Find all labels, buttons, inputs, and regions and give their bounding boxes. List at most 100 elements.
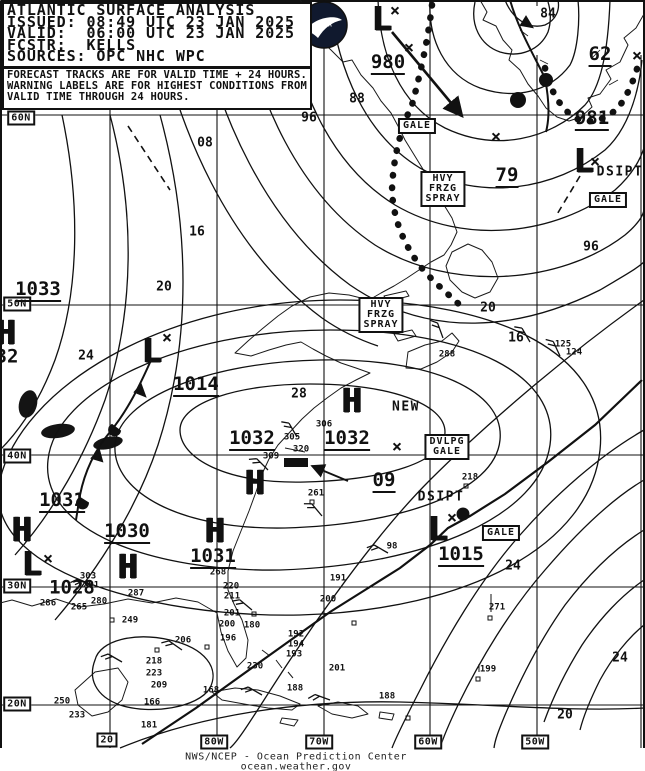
pressure-label: 980: [370, 51, 406, 75]
analysis-header-box: ATLANTIC SURFACE ANALYSIS ISSUED: 08:49 …: [2, 2, 312, 68]
cold-front: [141, 379, 643, 745]
pressure-label: 981: [574, 107, 610, 131]
pressure-center-h: H: [245, 463, 265, 502]
position-x-marker: ×: [446, 508, 458, 528]
station-value: 125: [554, 339, 572, 350]
isobar-label: 16: [189, 224, 205, 240]
pressure-label: 62: [588, 43, 612, 67]
pressure-center-h: H: [118, 547, 138, 586]
station-value: 188: [286, 683, 304, 694]
warning-box: GALE: [588, 192, 628, 208]
station-value: 268: [209, 567, 227, 578]
position-x-marker: ×: [391, 437, 403, 457]
station-value: 168: [202, 685, 220, 696]
isobar-label: 24: [78, 348, 94, 364]
lat-label: 40N: [3, 448, 31, 464]
station-squares: [109, 483, 493, 721]
pressure-center-h: H: [12, 510, 32, 549]
isobar-label: 16: [508, 330, 524, 346]
annotation-label: DSIPT: [417, 489, 465, 505]
lat-label: 20N: [3, 696, 31, 712]
isobar-label: 20: [557, 707, 573, 723]
station-value: 180: [243, 620, 261, 631]
noaa-logo-text: NOAA: [315, 21, 333, 29]
lat-label: 60N: [7, 110, 35, 126]
station-value: 201: [328, 663, 346, 674]
isobar-label: 88: [349, 91, 365, 107]
station-value: 271: [488, 602, 506, 613]
note-line: VALID TIME THROUGH 24 HOURS.: [7, 91, 190, 103]
pressure-center-h: H: [342, 381, 362, 420]
isobar-label: 20: [156, 279, 172, 295]
warning-box-line: GALE: [402, 120, 432, 131]
isobar-label: 24: [505, 558, 521, 574]
lon-label: 20: [96, 732, 118, 748]
isobar-label: 24: [612, 650, 628, 666]
warning-box-line: GALE: [593, 194, 623, 205]
pressure-center-l: L: [372, 0, 392, 38]
warning-box: HVY FRZG SPRAY: [420, 171, 466, 207]
credit-line: NWS/NCEP - Ocean Prediction Center: [185, 751, 407, 763]
annotation-label: DSIPT: [596, 164, 644, 180]
isobar-label: 28: [291, 386, 307, 402]
warning-box: GALE: [481, 525, 521, 541]
pressure-label: 32: [0, 345, 19, 368]
station-value: 191: [329, 573, 347, 584]
station-value: 192: [287, 629, 305, 640]
station-value: 201: [223, 608, 241, 619]
station-value: 211: [223, 591, 241, 602]
pressure-center-l: L: [428, 509, 448, 548]
sources-line: SOURCES: OPC NHC WPC: [7, 47, 206, 66]
pressure-label: 1015: [438, 543, 484, 567]
station-value: 249: [121, 615, 139, 626]
occluded-front-north: [509, 0, 553, 133]
station-value: 218: [145, 656, 163, 667]
position-x-marker: ×: [589, 152, 601, 172]
pressure-label: 1031: [39, 489, 85, 513]
position-x-marker: ×: [389, 1, 401, 21]
station-value: 305: [283, 432, 301, 443]
station-value: 199: [479, 664, 497, 675]
station-value: 206: [174, 635, 192, 646]
station-value: 188: [378, 691, 396, 702]
station-value: 223: [145, 668, 163, 679]
forecaster-line: FCSTR: KELLS: [7, 35, 137, 54]
pressure-center-l: L: [574, 141, 594, 180]
station-value: 220: [222, 581, 240, 592]
issued-line: ISSUED: 08:49 UTC 23 JAN 2025: [7, 12, 295, 31]
occluded-front-west: [75, 357, 153, 521]
position-x-marker: ×: [403, 38, 415, 58]
warning-box-line: SPRAY: [425, 193, 461, 204]
station-value: 218: [461, 472, 479, 483]
pressure-label: 79: [495, 164, 519, 188]
isobar-label: 08: [197, 135, 213, 151]
warning-box-line: GALE: [486, 527, 516, 538]
station-value: 291: [82, 580, 100, 591]
isobar-label: 20: [480, 300, 496, 316]
ice-edge-dots: [388, 1, 644, 314]
isobar-label: 96: [583, 239, 599, 255]
warning-box-line: SPRAY: [363, 319, 399, 330]
lon-label: 60W: [414, 734, 442, 750]
station-value: 286: [39, 598, 57, 609]
station-value: 230: [246, 661, 264, 672]
station-value: 250: [53, 696, 71, 707]
station-value: 306: [315, 419, 333, 430]
station-value: 98: [386, 541, 398, 552]
pressure-label: 1032: [324, 427, 370, 451]
station-value: 200: [319, 594, 337, 605]
obscuration-banner: [284, 458, 349, 482]
station-value: 200: [218, 619, 236, 630]
forecast-note-box: FORECAST TRACKS ARE FOR VALID TIME + 24 …: [2, 67, 312, 110]
warning-box: GALE: [397, 118, 437, 134]
pressure-center-l: L: [142, 331, 162, 370]
warning-box: DVLPG GALE: [424, 434, 470, 460]
station-value: 209: [150, 680, 168, 691]
note-line: FORECAST TRACKS ARE FOR VALID TIME + 24 …: [7, 69, 307, 81]
position-x-marker: ×: [631, 46, 643, 66]
pressure-label: 1033: [15, 278, 61, 302]
station-value: 193: [285, 649, 303, 660]
chart-title: ATLANTIC SURFACE ANALYSIS: [7, 1, 256, 19]
station-value: 194: [287, 639, 305, 650]
